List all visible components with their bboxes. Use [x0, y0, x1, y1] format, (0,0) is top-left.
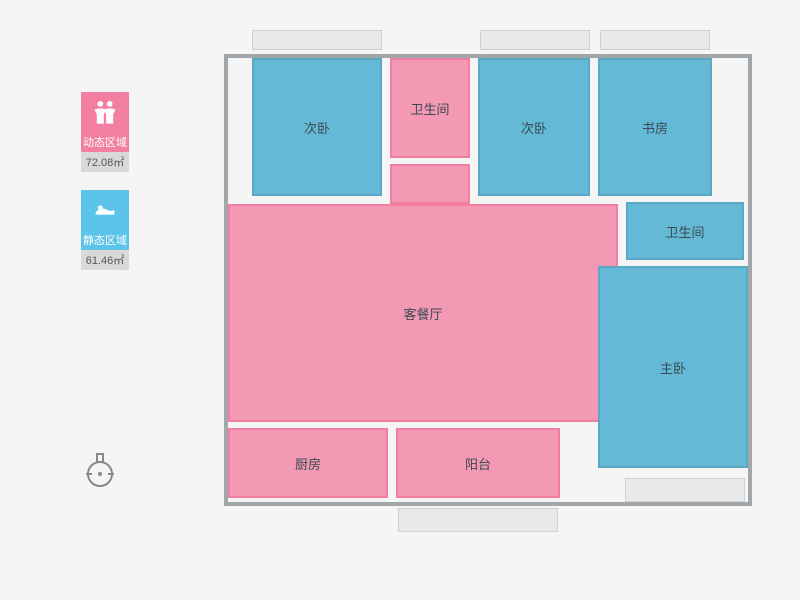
room-label: 次卧: [521, 118, 547, 137]
compass-icon: [80, 450, 120, 490]
legend-dynamic-label: 动态区域: [81, 132, 129, 152]
floorplan: 次卧卫生间次卧书房卫生间客餐厅主卧厨房阳台: [210, 30, 770, 570]
room-bathroom-top: 卫生间: [390, 58, 470, 158]
window-recess: [398, 508, 558, 532]
window-recess: [252, 30, 382, 50]
room-label: 书房: [642, 118, 668, 137]
window-recess: [625, 478, 745, 502]
people-icon: [81, 92, 129, 132]
legend-static-value: 61.46㎡: [81, 250, 129, 270]
room-corridor: [390, 164, 470, 204]
room-label: 阳台: [465, 454, 491, 473]
legend-dynamic: 动态区域 72.08㎡: [76, 92, 134, 172]
room-master-bedroom: 主卧: [598, 266, 748, 468]
room-kitchen: 厨房: [228, 428, 388, 498]
room-label: 厨房: [295, 454, 321, 473]
room-balcony: 阳台: [396, 428, 560, 498]
bed-icon: [81, 190, 129, 230]
legend-static-label: 静态区域: [81, 230, 129, 250]
room-label: 卫生间: [410, 99, 449, 118]
room-bedroom2-left: 次卧: [252, 58, 382, 196]
legend-dynamic-value: 72.08㎡: [81, 152, 129, 172]
legend-panel: 动态区域 72.08㎡ 静态区域 61.46㎡: [76, 92, 134, 288]
room-label: 主卧: [660, 358, 686, 377]
window-recess: [480, 30, 590, 50]
room-label: 客餐厅: [403, 304, 442, 323]
room-label: 次卧: [304, 118, 330, 137]
room-bedroom2-mid: 次卧: [478, 58, 590, 196]
room-study: 书房: [598, 58, 712, 196]
room-living-dining: 客餐厅: [228, 204, 618, 422]
room-bathroom-right: 卫生间: [626, 202, 744, 260]
window-recess: [600, 30, 710, 50]
legend-static: 静态区域 61.46㎡: [76, 190, 134, 270]
room-label: 卫生间: [665, 222, 704, 241]
